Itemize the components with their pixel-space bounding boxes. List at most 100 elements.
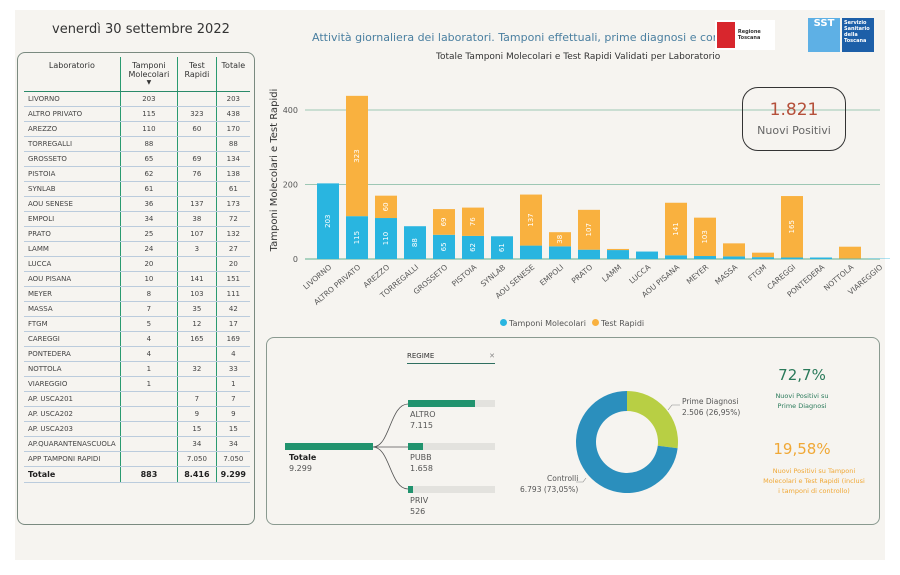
- table-cell: PISTOIA: [24, 166, 121, 182]
- table-row[interactable]: ALTRO PRIVATO 115 323 438: [24, 106, 250, 122]
- table-row[interactable]: NOTTOLA 1 32 33: [24, 361, 250, 377]
- table-cell: [177, 181, 217, 197]
- table-row[interactable]: AOU SENESE 36 137 173: [24, 196, 250, 212]
- table-row[interactable]: AOU PISANA 10 141 151: [24, 271, 250, 287]
- bar-segment[interactable]: [694, 256, 716, 259]
- tree-root-bar[interactable]: [285, 443, 373, 450]
- table-cell: 1: [215, 376, 250, 392]
- table-cell: 1: [119, 376, 178, 392]
- bar-segment[interactable]: [665, 255, 687, 259]
- bar-segment[interactable]: [810, 257, 832, 259]
- bar-segment[interactable]: [607, 248, 629, 251]
- tree-node-bar[interactable]: [408, 443, 495, 450]
- bar-segment[interactable]: [607, 250, 629, 259]
- bar-segment[interactable]: [723, 243, 745, 257]
- table-row[interactable]: PONTEDERA 4 4: [24, 346, 250, 362]
- col-totale[interactable]: Totale: [215, 57, 250, 92]
- table-row[interactable]: PISTOIA 62 76 138: [24, 166, 250, 182]
- table-cell: AP.QUARANTENASCUOLA: [24, 436, 121, 452]
- bar-data-label: 323: [353, 149, 361, 162]
- y-tick-label: 0: [293, 255, 298, 264]
- table-cell: 76: [177, 166, 217, 182]
- tree-node-bar[interactable]: [408, 486, 495, 493]
- table-cell: 34: [177, 436, 217, 452]
- bar-segment[interactable]: [346, 216, 368, 259]
- bar-segment[interactable]: [346, 95, 368, 217]
- table-row[interactable]: PRATO 25 107 132: [24, 226, 250, 242]
- bar-segment[interactable]: [433, 234, 455, 259]
- bar-segment[interactable]: [694, 217, 716, 257]
- bar-segment[interactable]: [433, 209, 455, 235]
- bar-segment[interactable]: [404, 226, 426, 259]
- bar-segment[interactable]: [636, 251, 658, 259]
- bar-segment[interactable]: [781, 196, 803, 258]
- table-cell: 141: [177, 271, 217, 287]
- table-cell: 170: [215, 121, 250, 137]
- table-row[interactable]: AP. USCA203 15 15: [24, 421, 250, 437]
- bar-data-label: 38: [556, 235, 564, 244]
- table-row[interactable]: SYNLAB 61 61: [24, 181, 250, 197]
- bar-segment[interactable]: [665, 202, 687, 256]
- table-row[interactable]: VIAREGGIO 1 1: [24, 376, 250, 392]
- bar-segment[interactable]: [723, 256, 745, 259]
- regime-filter[interactable]: REGIME ✕: [407, 352, 495, 364]
- table-row[interactable]: FTGM 5 12 17: [24, 316, 250, 332]
- table-row[interactable]: LAMM 24 3 27: [24, 241, 250, 257]
- table-cell: TORREGALLI: [24, 136, 121, 152]
- table-row[interactable]: CAREGGI 4 165 169: [24, 331, 250, 347]
- bar-segment[interactable]: [752, 252, 774, 258]
- table-cell: CAREGGI: [24, 331, 121, 347]
- table-row[interactable]: LIVORNO 203 203: [24, 91, 250, 107]
- table-row[interactable]: AREZZO 110 60 170: [24, 121, 250, 137]
- col-laboratorio[interactable]: Laboratorio: [24, 57, 121, 92]
- bar-data-label: 65: [440, 242, 448, 251]
- donut-label-prime-diagnosi: Prime Diagnosi 2.506 (26,95%): [682, 397, 741, 417]
- bar-segment[interactable]: [549, 232, 571, 247]
- tree-node-label: PRIV 526: [410, 496, 429, 516]
- bar-data-label: 62: [469, 243, 477, 252]
- regione-toscana-logo: Regione Toscana: [715, 20, 775, 50]
- legend-item-rapidi[interactable]: Test Rapidi: [591, 319, 644, 328]
- x-tick-label: PISTOIA: [450, 262, 479, 288]
- bar-data-label: 76: [469, 217, 477, 226]
- col-test-rapidi[interactable]: Test Rapidi: [177, 57, 217, 92]
- table-row[interactable]: AP.QUARANTENASCUOLA 34 34: [24, 436, 250, 452]
- bar-segment[interactable]: [520, 245, 542, 259]
- table-cell: 9: [177, 406, 217, 422]
- table-cell: PRATO: [24, 226, 121, 242]
- table-row[interactable]: AP. USCA202 9 9: [24, 406, 250, 422]
- table-cell: 111: [215, 286, 250, 302]
- table-row[interactable]: APP TAMPONI RAPIDI 7.050 7.050: [24, 451, 250, 467]
- legend-item-molecolari[interactable]: Tamponi Molecolari: [500, 319, 586, 328]
- kpi-card: 1.821 Nuovi Positivi: [742, 87, 846, 151]
- bar-segment[interactable]: [462, 235, 484, 259]
- table-cell: LAMM: [24, 241, 121, 257]
- bar-segment[interactable]: [752, 257, 774, 259]
- bar-segment[interactable]: [578, 209, 600, 250]
- col-tamponi-molecolari[interactable]: Tamponi Molecolari ▼: [119, 57, 178, 92]
- table-row[interactable]: LUCCA 20 20: [24, 256, 250, 272]
- table-cell: 25: [119, 226, 178, 242]
- close-icon[interactable]: ✕: [489, 352, 495, 360]
- bar-segment[interactable]: [549, 246, 571, 259]
- table-row[interactable]: MEYER 8 103 111: [24, 286, 250, 302]
- table-row[interactable]: TORREGALLI 88 88: [24, 136, 250, 152]
- total-cell: 8.416: [177, 466, 217, 483]
- bar-segment[interactable]: [462, 207, 484, 236]
- bar-segment[interactable]: [491, 236, 513, 259]
- bar-segment[interactable]: [317, 183, 339, 259]
- table-row[interactable]: EMPOLI 34 38 72: [24, 211, 250, 227]
- table-cell: 60: [177, 121, 217, 137]
- bar-segment[interactable]: [781, 257, 803, 259]
- bar-segment[interactable]: [578, 249, 600, 259]
- tree-node-bar[interactable]: [408, 400, 495, 407]
- bar-segment[interactable]: [520, 194, 542, 246]
- table-row[interactable]: MASSA 7 35 42: [24, 301, 250, 317]
- bar-data-label: 115: [353, 231, 361, 244]
- table-cell: 7: [215, 391, 250, 407]
- table-row[interactable]: AP. USCA201 7 7: [24, 391, 250, 407]
- bar-segment[interactable]: [375, 218, 397, 259]
- bar-segment[interactable]: [839, 246, 861, 259]
- bar-segment[interactable]: [375, 195, 397, 219]
- table-row[interactable]: GROSSETO 65 69 134: [24, 151, 250, 167]
